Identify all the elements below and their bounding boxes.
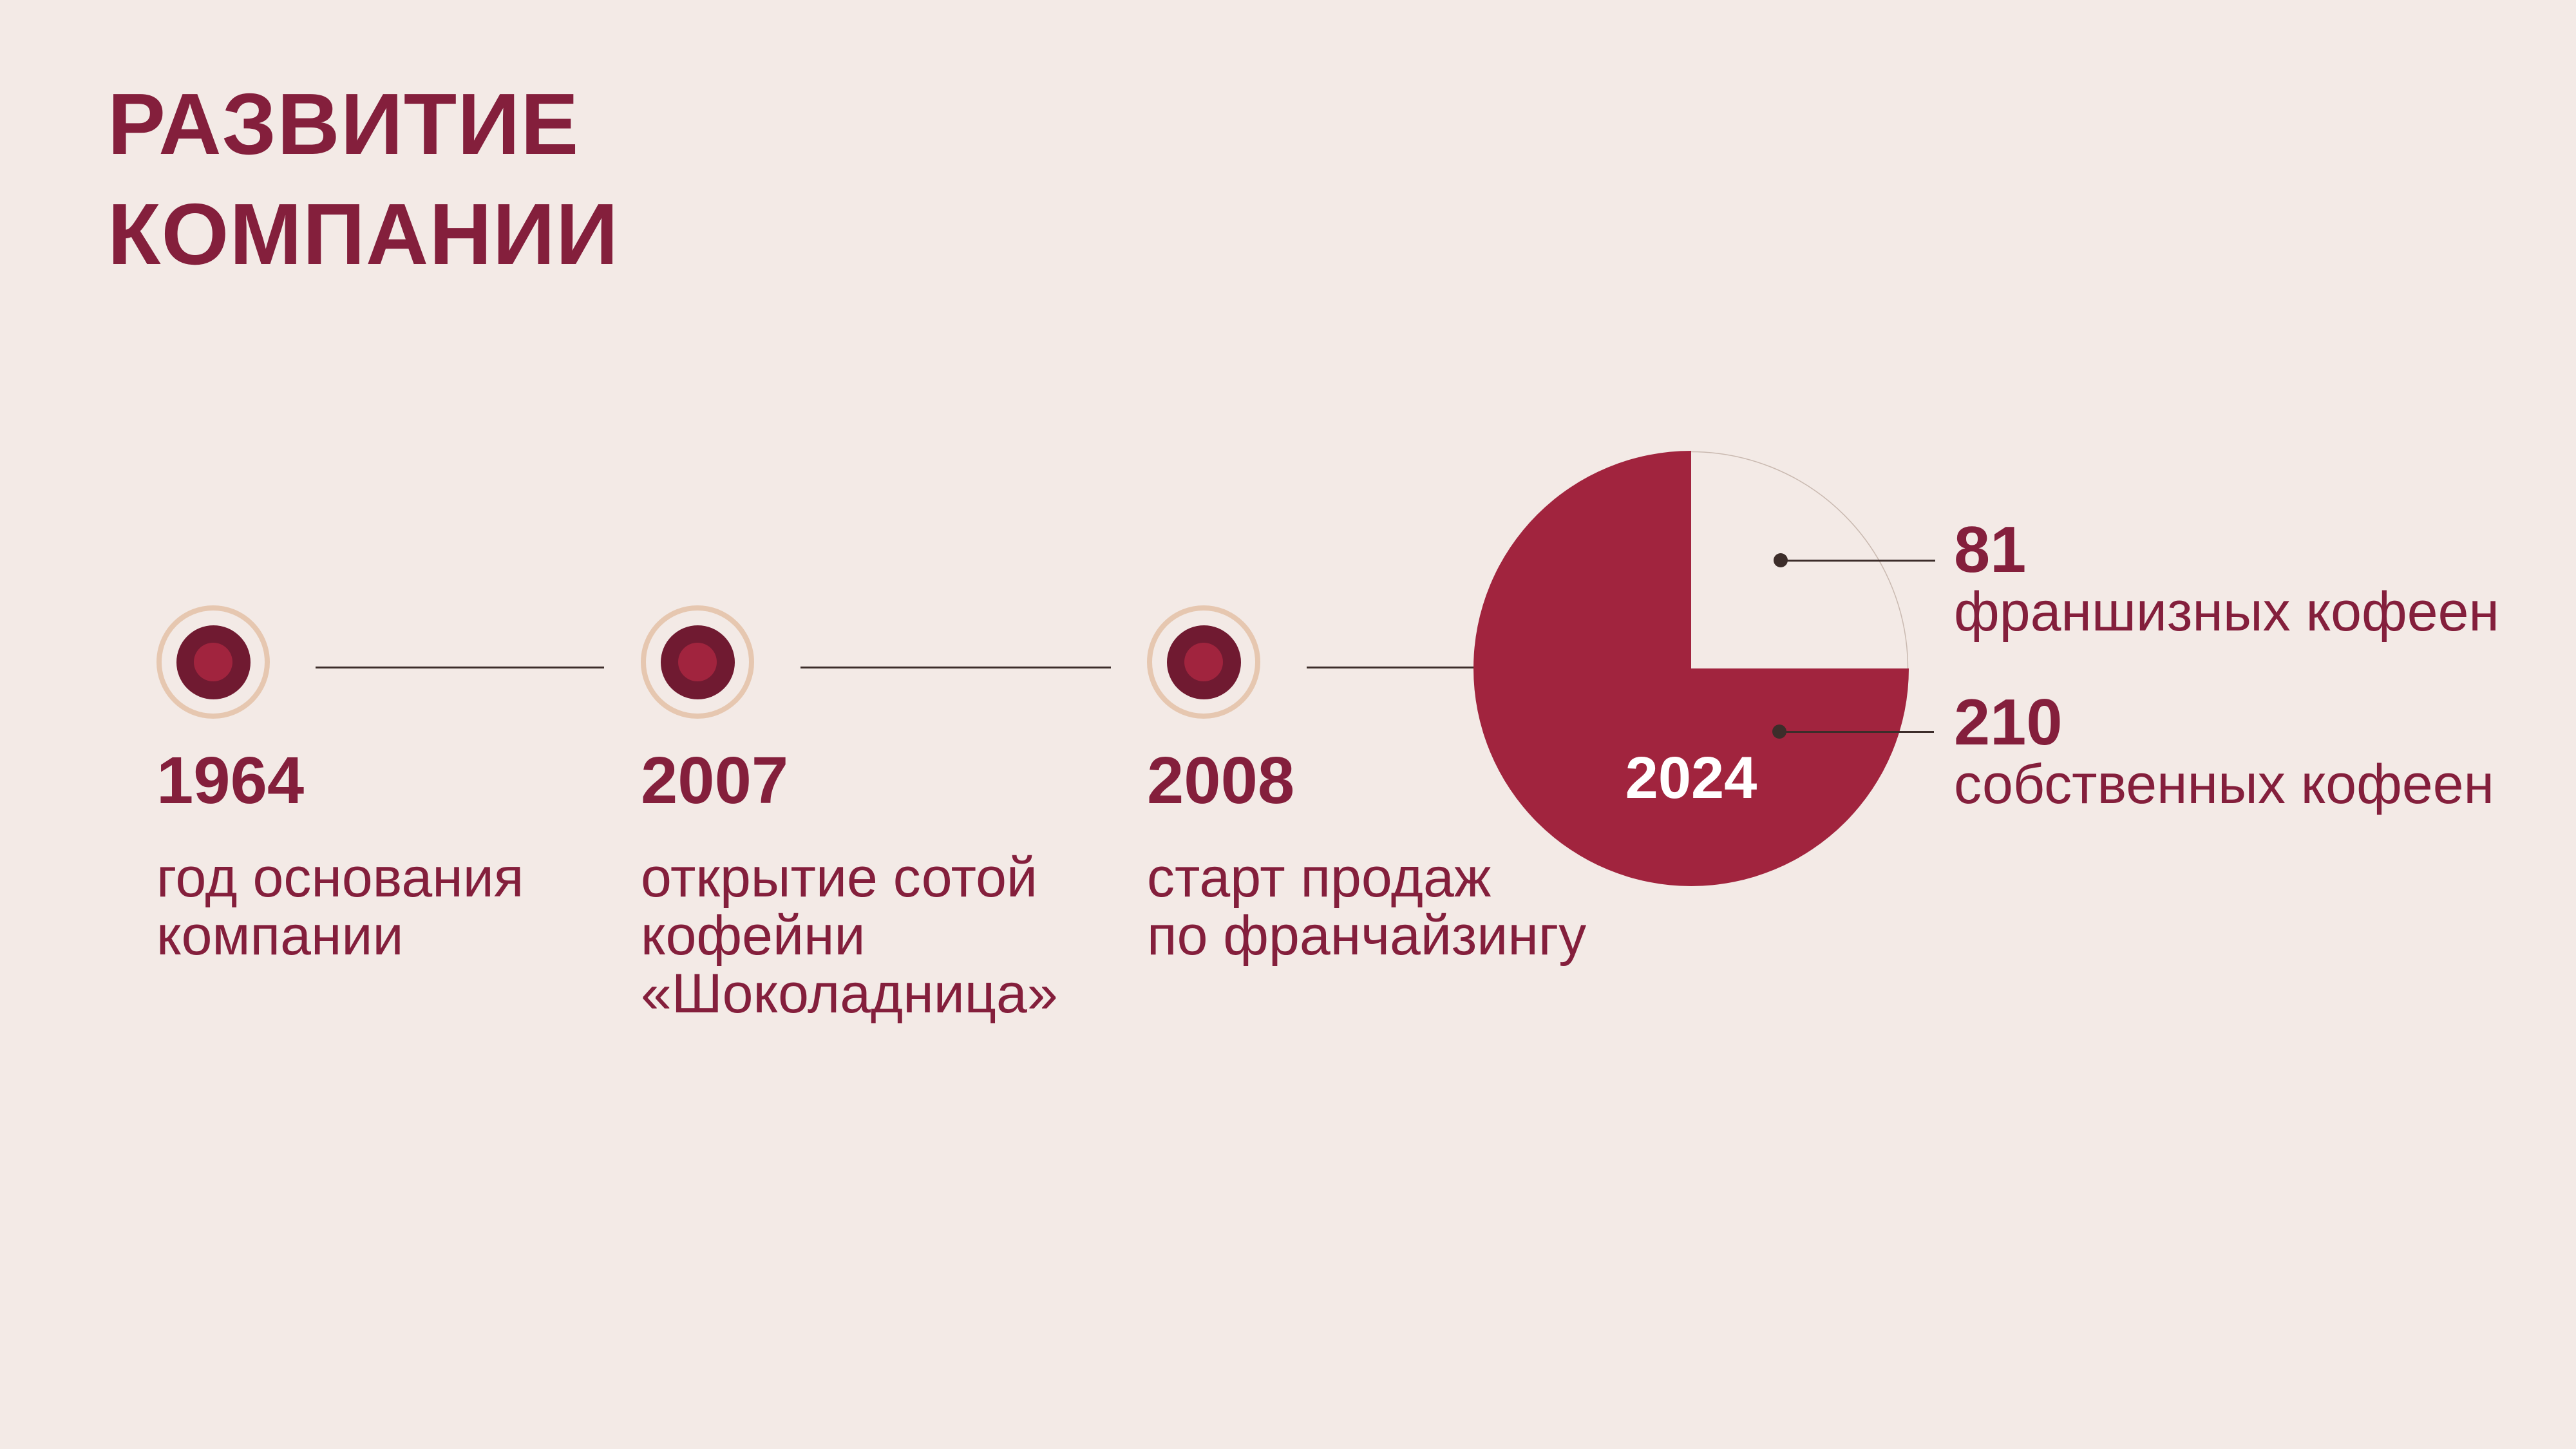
slide-title-line-1: РАЗВИТИЕ xyxy=(108,75,580,173)
timeline-connector-2 xyxy=(800,667,1111,668)
milestone-description-2008: старт продаж по франчайзингу xyxy=(1147,849,1586,965)
node-outer-circle xyxy=(176,625,251,699)
timeline-node-1964 xyxy=(156,605,270,719)
description-line: кофейни xyxy=(641,905,866,967)
stat-label-own: собственных кофеен xyxy=(1954,753,2495,815)
callout-line-franchise xyxy=(1781,560,1935,562)
milestone-description-1964: год основания компании xyxy=(156,849,524,965)
pie-chart xyxy=(1473,451,1909,886)
node-outer-circle xyxy=(660,625,735,699)
description-line: старт продаж xyxy=(1147,847,1492,909)
description-line: год основания xyxy=(156,847,524,909)
stat-value-franchise: 81 xyxy=(1954,514,2027,586)
stat-label-franchise: франшизных кофеен xyxy=(1954,581,2499,643)
timeline-node-2008 xyxy=(1147,605,1260,719)
node-inner-circle xyxy=(194,643,232,681)
year-label-2007: 2007 xyxy=(641,743,789,817)
node-inner-circle xyxy=(678,643,717,681)
year-label-2008: 2008 xyxy=(1147,743,1295,817)
slide-title-line-2: КОМПАНИИ xyxy=(108,185,619,283)
description-line: открытие сотой xyxy=(641,847,1037,909)
description-line: по франчайзингу xyxy=(1147,905,1587,967)
slide-title: РАЗВИТИЕ КОМПАНИИ xyxy=(108,69,619,289)
year-label-1964: 1964 xyxy=(156,743,305,817)
description-line: «Шоколадница» xyxy=(641,963,1058,1025)
pie-chart-svg xyxy=(1473,451,1909,886)
callout-line-own xyxy=(1779,731,1934,733)
pie-year-label: 2024 xyxy=(1625,745,1757,811)
stat-value-own: 210 xyxy=(1954,687,2063,759)
pie-filled-segment xyxy=(1473,451,1909,886)
description-line: компании xyxy=(156,905,404,967)
node-inner-circle xyxy=(1184,643,1223,681)
timeline-connector-1 xyxy=(316,667,604,668)
milestone-description-2007: открытие сотой кофейни «Шоколадница» xyxy=(641,849,1058,1023)
node-outer-circle xyxy=(1166,625,1241,699)
timeline-node-2007 xyxy=(641,605,754,719)
timeline-connector-3 xyxy=(1307,667,1589,668)
